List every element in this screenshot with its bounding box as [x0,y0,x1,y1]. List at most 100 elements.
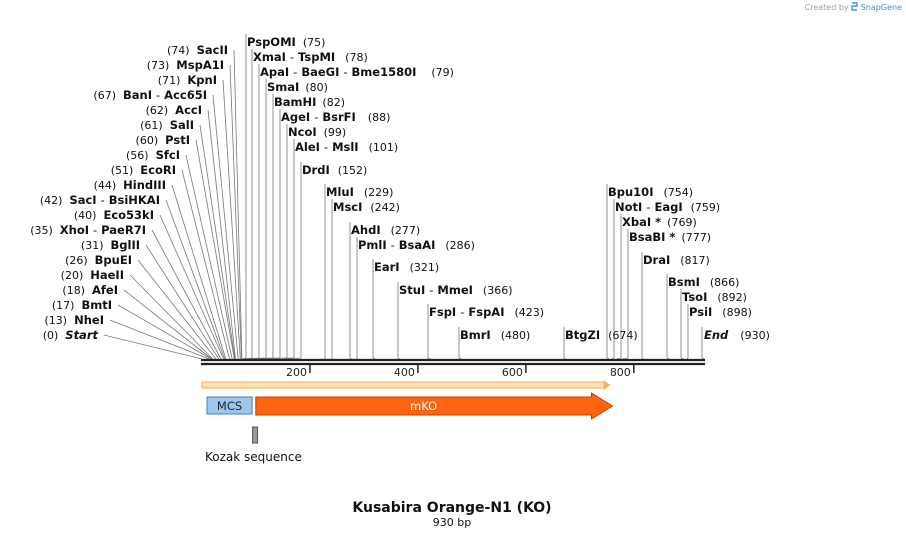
site-name: (42) SacI - BsiHKAI [40,193,160,207]
site-enzyme-name: SacI [69,193,96,207]
site-position: (277) [391,224,421,237]
site-name: EarI (321) [374,260,439,274]
site-label-sacii[interactable]: (74) SacII [167,43,228,57]
site-label-haeii[interactable]: (20) HaeII [61,268,124,282]
site-label-psti[interactable]: (60) PstI [136,133,190,147]
site-label-bsmi[interactable]: BsmI (866) [668,275,739,289]
site-connector-foot [242,357,247,360]
site-label-btgzi[interactable]: BtgZI (674) [565,328,638,342]
site-label-apai-baegi-bme1580i[interactable]: ApaI - BaeGI - Bme1580I (79) [260,65,454,79]
site-label-bpu10i[interactable]: Bpu10I (754) [608,185,693,199]
site-position: (56) [126,149,149,162]
site-enzyme-name: SacII [197,43,228,57]
site-enzyme-name: Start [65,328,98,342]
site-position: (74) [167,44,190,57]
site-label-noti-eagi[interactable]: NotI - EagI (759) [615,200,720,214]
site-label-xhoi-paer7i[interactable]: (35) XhoI - PaeR7I [30,223,146,237]
site-label-nhei[interactable]: (13) NheI [45,313,104,327]
site-label-end[interactable]: End (930) [704,328,770,342]
site-label-hindiii[interactable]: (44) HindIII [94,178,166,192]
site-label-bsabi[interactable]: BsaBI * (777) [629,230,711,244]
site-label-ahdi[interactable]: AhdI (277) [351,223,420,237]
site-label-stui-mmei[interactable]: StuI - MmeI (366) [399,283,513,297]
site-name: (71) KpnI [158,73,217,87]
site-label-xbai[interactable]: XbaI * (769) [622,215,697,229]
site-enzyme-name: SmaI [267,80,299,94]
site-label-afei[interactable]: (18) AfeI [62,283,118,297]
site-name: BsaBI * (777) [629,230,711,244]
site-label-sfci[interactable]: (56) SfcI [126,148,180,162]
site-connector-foot [427,357,431,360]
site-enzyme-name: BsmI [668,275,700,289]
site-label-ncoi[interactable]: NcoI (99) [288,125,346,139]
plasmid-title: Kusabira Orange-N1 (KO) [352,500,551,516]
site-name: PsiI (898) [689,305,752,319]
site-connector-foot [372,357,376,360]
site-separator: - [156,88,160,102]
feature-mko[interactable]: mKO [255,392,614,420]
site-label-start[interactable]: (0) Start [43,328,99,342]
site-enzyme-name: BsrFI [322,110,355,124]
site-label-eari[interactable]: EarI (321) [374,260,439,274]
site-label-alei-msli[interactable]: AleI - MslI (101) [295,140,398,154]
site-enzyme-name: AccI [175,103,202,117]
site-label-bmri[interactable]: BmrI (480) [460,328,530,342]
site-separator: - [293,65,297,79]
site-position: (51) [111,164,134,177]
site-label-bmti[interactable]: (17) BmtI [52,298,112,312]
site-label-tsoi[interactable]: TsoI (892) [682,290,747,304]
site-label-acci[interactable]: (62) AccI [146,103,202,117]
ruler-tick-label: 600 [502,366,523,379]
site-label-psii[interactable]: PsiI (898) [689,305,752,319]
orf-arrowhead-icon [603,380,611,390]
site-position: (366) [483,284,513,297]
site-connector-foot [666,357,670,360]
site-label-bamhi[interactable]: BamHI (82) [274,95,345,109]
site-label-pspomi[interactable]: PspOMI (75) [247,35,325,49]
site-label-ecori[interactable]: (51) EcoRI [111,163,176,177]
site-name: ApaI - BaeGI - Bme1580I (79) [260,65,454,79]
feature-mcs[interactable]: MCS [206,396,253,415]
site-label-kpni[interactable]: (71) KpnI [158,73,217,87]
site-label-xmai-tspmi[interactable]: XmaI - TspMI (78) [253,50,368,64]
site-position: (35) [30,224,53,237]
site-position: (79) [431,66,454,79]
site-label-bani-acc65i[interactable]: (67) BanI - Acc65I [93,88,207,102]
site-label-agei-bsrfi[interactable]: AgeI - BsrFI (88) [281,110,390,124]
site-label-mspa1i[interactable]: (73) MspA1I [147,58,224,72]
site-connector-foot [349,357,352,360]
site-label-msci[interactable]: MscI (242) [333,200,400,214]
site-label-fspi-fspai[interactable]: FspI - FspAI (423) [429,305,544,319]
site-label-bpuei[interactable]: (26) BpuEI [65,253,132,267]
site-position: (73) [147,59,170,72]
site-position: (101) [369,141,399,154]
site-separator: - [460,305,464,319]
site-name: StuI - MmeI (366) [399,283,513,297]
site-label-bglii[interactable]: (31) BglII [81,238,140,252]
site-label-eco53ki[interactable]: (40) Eco53kI [74,208,154,222]
site-label-saci-bsihkai[interactable]: (42) SacI - BsiHKAI [40,193,160,207]
site-label-drdi[interactable]: DrdI (152) [302,163,367,177]
site-enzyme-name: ApaI [260,65,289,79]
site-name: (56) SfcI [126,148,180,162]
site-label-drai[interactable]: DraI (817) [643,253,710,267]
site-label-mlui[interactable]: MluI (229) [326,185,393,199]
site-connector-foot [256,357,295,360]
site-connector-foot [617,357,622,360]
site-connector [199,124,236,360]
site-label-sali[interactable]: (61) SalI [140,118,194,132]
site-label-smai[interactable]: SmaI (80) [267,80,328,94]
snapgene-credit: Created by SnapGene [805,2,902,12]
site-connector-foot [331,357,333,360]
site-name: SmaI (80) [267,80,328,94]
site-name: BmrI (480) [460,328,530,342]
bp-ruler: 200 400 600 800 [286,365,635,379]
site-enzyme-name: TspMI [298,50,335,64]
site-enzyme-name: Acc65I [164,88,207,102]
feature-kozak-sequence[interactable]: Kozak sequence [205,426,302,464]
site-name: (44) HindIII [94,178,166,192]
site-connector [222,79,241,360]
site-label-pmli-bsaai[interactable]: PmlI - BsaAI (286) [358,238,475,252]
site-enzyme-name: MscI [333,200,362,214]
